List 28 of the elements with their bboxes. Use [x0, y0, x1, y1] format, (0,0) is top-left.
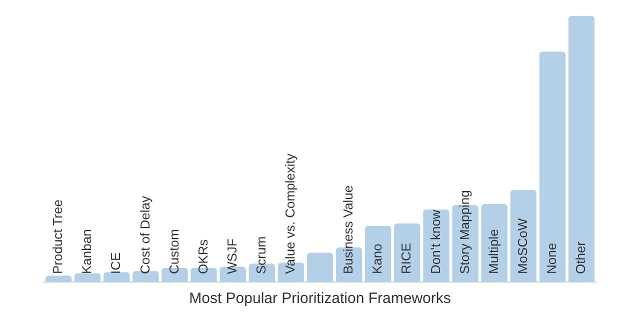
x-tick-label: MoSCoW: [514, 218, 530, 274]
x-tick-label: Other: [573, 240, 588, 274]
bar: [365, 226, 392, 282]
x-tick-label: Custom: [166, 229, 182, 274]
x-tick-label: Business Value: [340, 185, 356, 274]
bar: [568, 16, 595, 282]
x-tick-label: ICE: [108, 252, 124, 274]
x-tick-label: Product Tree: [50, 200, 66, 274]
bar: [45, 276, 72, 282]
bar: [481, 204, 508, 282]
x-tick-label: Don’t know: [428, 209, 443, 274]
x-tick-label: None: [544, 242, 559, 274]
bar: [74, 273, 101, 282]
x-tick-label: OKRs: [195, 238, 210, 274]
x-tick-label: Kanban: [79, 229, 94, 274]
bar: [306, 252, 334, 282]
x-tick-label: RICE: [398, 242, 414, 274]
bar: [539, 52, 566, 282]
x-tick-label: WSJF: [224, 238, 240, 274]
x-tick-label: Cost of Delay: [137, 195, 152, 274]
x-tick-label: Multiple: [486, 229, 501, 274]
x-tick-label: Value vs. Complexity: [282, 153, 298, 274]
bar: [394, 223, 420, 282]
x-tick-label: Scrum: [253, 236, 268, 274]
x-tick-label: Kano: [370, 244, 385, 274]
text: Most Popular Prioritization Frameworks: [189, 290, 451, 308]
bar: [104, 272, 130, 282]
x-tick-label: Story Mapping: [456, 190, 472, 274]
